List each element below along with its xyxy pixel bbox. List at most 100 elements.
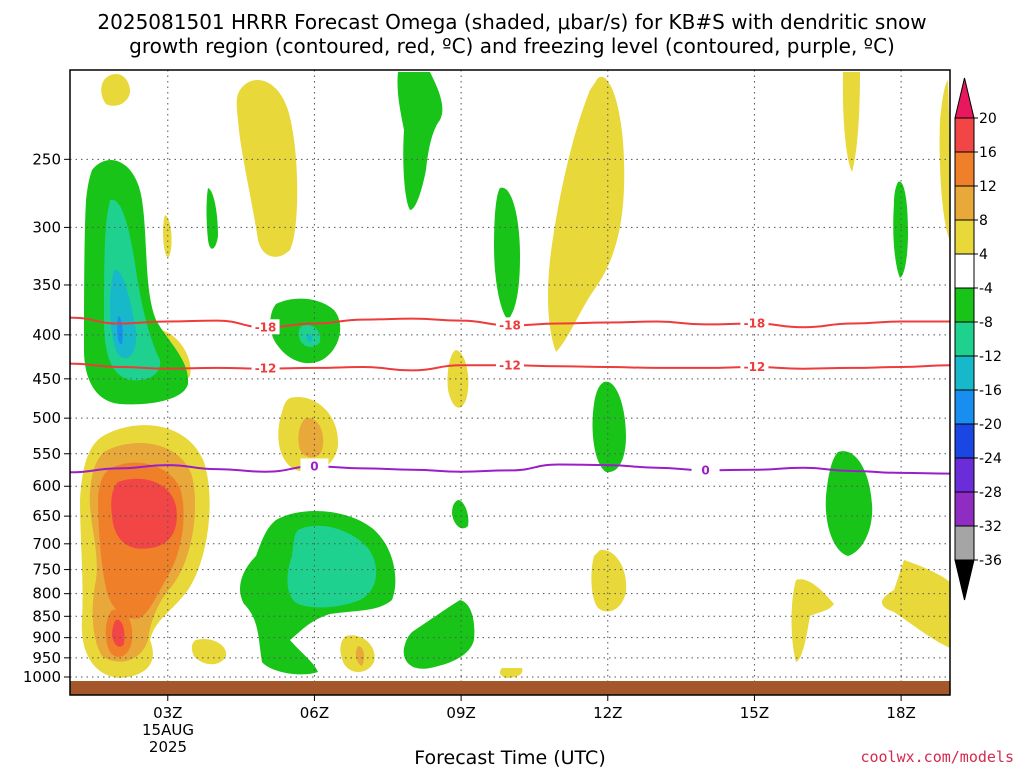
x-tick-label: 15Z [740, 704, 769, 722]
y-tick-label: 900 [32, 629, 61, 647]
colorbar-label: 16 [979, 145, 997, 161]
colorbar-label: -28 [979, 485, 1002, 501]
y-tick-label: 450 [32, 370, 61, 388]
omega-region-neg12 [110, 269, 137, 359]
colorbar-segment [954, 321, 975, 357]
x-tick-label: 09Z [446, 704, 475, 722]
contour-label-bg [691, 462, 720, 478]
contour-label-bg [251, 360, 280, 376]
omega-region-pos16 [111, 478, 177, 549]
contour-line-0 [70, 463, 950, 475]
contour-label: -12 [499, 358, 521, 372]
y-tick-label: 500 [32, 409, 61, 427]
omega-region-pos4 [548, 76, 625, 352]
y-tick-label: 800 [32, 585, 61, 603]
grid-lines [70, 70, 950, 695]
contour-label: -12 [744, 360, 766, 374]
chart-title-line-1: 2025081501 HRRR Forecast Omega (shaded, … [97, 10, 926, 34]
omega-shading [80, 72, 950, 678]
omega-region-pos4 [499, 668, 523, 678]
y-tick-label: 250 [32, 150, 61, 168]
colorbar-label: 12 [979, 179, 997, 195]
colorbar-segment [954, 219, 975, 255]
contour-label: -18 [255, 320, 277, 334]
terrain-band [70, 681, 950, 695]
chart-title-line-2: growth region (contoured, red, ºC) and f… [129, 34, 895, 58]
colorbar-segment [954, 151, 975, 187]
colorbar-segment [954, 423, 975, 459]
y-tick-label: 400 [32, 326, 61, 344]
colorbar: 20 16 12 8 4 -4 -8 -12 -16 -20 -24 -28 -32 -36 [954, 77, 1002, 601]
omega-region-neg4 [397, 72, 443, 210]
colorbar-segment [954, 185, 975, 221]
omega-region-pos4 [881, 560, 950, 648]
y-tick-label: 300 [32, 218, 61, 236]
omega-region-neg4 [592, 381, 626, 473]
x-year-label: 2025 [149, 738, 187, 756]
omega-region-neg12 [306, 334, 313, 342]
colorbar-bottom-arrow [954, 559, 975, 601]
omega-region-neg4 [452, 500, 469, 529]
colorbar-label: 20 [979, 111, 997, 127]
x-axis: 03Z 06Z 09Z 12Z 15Z 18Z [153, 695, 916, 722]
omega-region-pos8 [355, 646, 365, 666]
omega-region-neg4 [403, 600, 475, 669]
contour-label-bg [251, 319, 280, 335]
omega-region-neg4 [206, 188, 218, 249]
colorbar-segment [954, 117, 975, 153]
y-tick-label: 650 [32, 507, 61, 525]
contour-label: -18 [499, 318, 521, 332]
colorbar-segment [954, 287, 975, 323]
x-tick-label: 12Z [593, 704, 622, 722]
y-tick-label: 550 [32, 445, 61, 463]
credit-text: coolwx.com/models [860, 748, 1014, 766]
omega-region-pos4 [842, 72, 860, 172]
plot-frame [69, 69, 951, 696]
omega-region-pos4 [591, 549, 627, 612]
temperature-contours: -18 -18 -18 -12 -12 -12 0 0 [70, 315, 950, 478]
x-tick-label: 06Z [300, 704, 329, 722]
contour-label-bg [496, 317, 524, 333]
colorbar-label: -8 [979, 315, 993, 331]
colorbar-label: -20 [979, 417, 1002, 433]
colorbar-segment [954, 491, 975, 527]
x-axis-title: Forecast Time (UTC) [414, 747, 605, 768]
y-tick-label: 350 [32, 276, 61, 294]
omega-region-neg4 [825, 451, 873, 556]
y-tick-label: 700 [32, 535, 61, 553]
colorbar-label: -4 [979, 281, 993, 297]
omega-region-pos4 [101, 74, 131, 106]
contour-label: -18 [744, 316, 766, 330]
omega-region-pos4 [191, 638, 227, 665]
y-tick-label: 850 [32, 607, 61, 625]
contour-label: 0 [701, 463, 709, 477]
y-tick-label: 600 [32, 477, 61, 495]
y-tick-label: 1000 [23, 668, 61, 686]
colorbar-segment [954, 253, 975, 289]
colorbar-label: -32 [979, 519, 1002, 535]
colorbar-segment [954, 389, 975, 425]
y-tick-label: 750 [32, 561, 61, 579]
colorbar-top-arrow [954, 77, 975, 119]
omega-region-pos4 [791, 579, 834, 662]
colorbar-label: 8 [979, 213, 988, 229]
colorbar-segment [954, 525, 975, 561]
colorbar-label: -16 [979, 383, 1002, 399]
x-date-label: 15AUG [142, 721, 194, 739]
y-axis: 250 300 350 400 450 500 550 600 650 700 750 800 850 9… [23, 150, 70, 686]
omega-region-pos16 [112, 619, 125, 647]
omega-region-pos4 [939, 80, 950, 240]
contour-label-bg [740, 359, 769, 375]
omega-region-neg4 [494, 187, 520, 320]
contour-label-bg [740, 315, 769, 331]
omega-region-neg8 [287, 525, 377, 608]
colorbar-label: -24 [979, 451, 1002, 467]
colorbar-segment [954, 355, 975, 391]
plot-area: -18 -18 -18 -12 -12 -12 0 0 [70, 70, 950, 695]
y-tick-label: 950 [32, 649, 61, 667]
colorbar-label: -12 [979, 349, 1002, 365]
x-tick-label: 03Z [153, 704, 182, 722]
omega-region-pos8 [298, 417, 324, 458]
contour-label-bg [496, 357, 524, 373]
